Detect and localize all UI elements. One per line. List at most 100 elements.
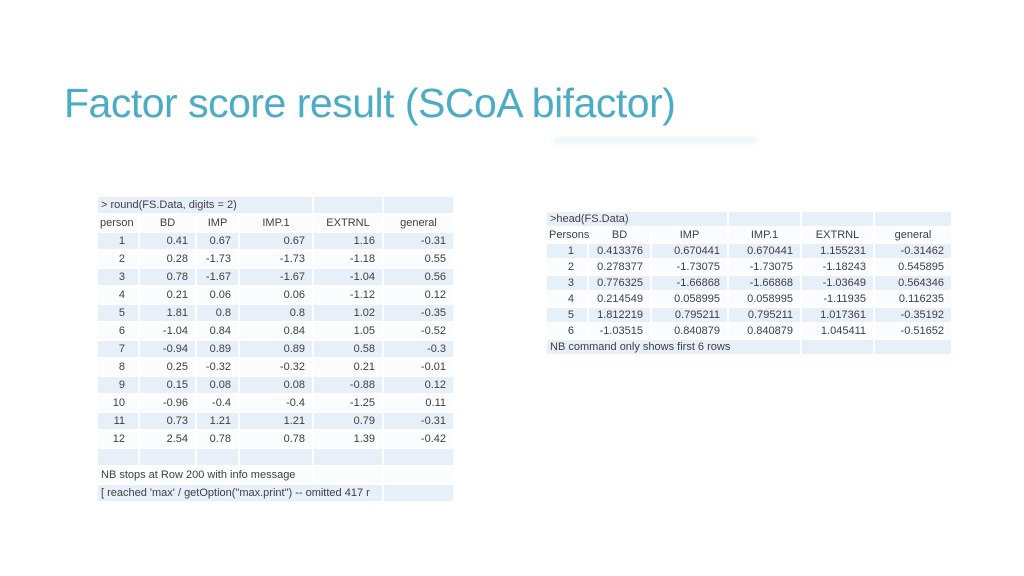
table-header-cell: BD <box>140 215 195 231</box>
command-cell: > round(FS.Data, digits = 2) <box>98 197 312 213</box>
table-cell: 0.78 <box>240 431 312 447</box>
table-cell: 0.84 <box>197 323 238 339</box>
table-cell: 0.79 <box>314 413 382 429</box>
table-cell: -0.42 <box>384 431 453 447</box>
row-index-cell: 1 <box>98 233 138 249</box>
table-cell: -1.73 <box>197 251 238 267</box>
row-index-cell: 8 <box>98 359 138 375</box>
table-cell: -0.88 <box>314 377 382 393</box>
table-cell: -1.18243 <box>802 260 873 274</box>
ghost-text-artifact <box>553 137 758 144</box>
table-cell: 0.116235 <box>875 292 951 306</box>
table-cell: -0.51652 <box>875 324 951 338</box>
note-cell: [ reached 'max' / getOption("max.print")… <box>98 485 382 501</box>
empty-cell <box>240 449 312 465</box>
table-cell: 0.08 <box>197 377 238 393</box>
table-cell: -1.25 <box>314 395 382 411</box>
empty-cell <box>197 449 238 465</box>
table-cell: -0.94 <box>140 341 195 357</box>
empty-cell <box>875 340 951 354</box>
table-cell: 0.28 <box>140 251 195 267</box>
table-cell: 0.56 <box>384 269 453 285</box>
table-cell: 0.413376 <box>589 244 650 258</box>
table-cell: 0.8 <box>240 305 312 321</box>
table-cell: -1.11935 <box>802 292 873 306</box>
table-cell: -1.12 <box>314 287 382 303</box>
table-cell: -0.35192 <box>875 308 951 322</box>
table-cell: 1.21 <box>240 413 312 429</box>
table-cell: 0.776325 <box>589 276 650 290</box>
table-cell: 0.840879 <box>729 324 800 338</box>
row-index-cell: 9 <box>98 377 138 393</box>
table-cell: 0.058995 <box>729 292 800 306</box>
table-cell: -0.96 <box>140 395 195 411</box>
table-cell: 1.812219 <box>589 308 650 322</box>
table-cell: 0.89 <box>197 341 238 357</box>
table-cell: 1.045411 <box>802 324 873 338</box>
table-cell: 0.41 <box>140 233 195 249</box>
table-cell: 1.21 <box>197 413 238 429</box>
table-cell: 0.84 <box>240 323 312 339</box>
table-cell: 0.214549 <box>589 292 650 306</box>
row-index-cell: 4 <box>98 287 138 303</box>
table-header-cell: general <box>384 215 453 231</box>
slide-title: Factor score result (SCoA bifactor) <box>64 80 676 126</box>
row-index-cell: 2 <box>547 260 587 274</box>
table-cell: 0.67 <box>240 233 312 249</box>
table-cell: -1.04 <box>140 323 195 339</box>
table-cell: 0.795211 <box>729 308 800 322</box>
table-cell: -1.03649 <box>802 276 873 290</box>
table-header-cell: EXTRNL <box>802 228 873 242</box>
table-header-cell: Persons <box>547 228 590 242</box>
table-cell: 0.67 <box>197 233 238 249</box>
empty-cell <box>729 212 800 226</box>
table-cell: -1.04 <box>314 269 382 285</box>
table-cell: 1.16 <box>314 233 382 249</box>
table-cell: 0.21 <box>314 359 382 375</box>
table-cell: 0.840879 <box>652 324 727 338</box>
table-cell: 0.15 <box>140 377 195 393</box>
table-header-cell: EXTRNL <box>314 215 382 231</box>
empty-cell <box>875 212 951 226</box>
table-cell: 0.670441 <box>652 244 727 258</box>
row-index-cell: 7 <box>98 341 138 357</box>
row-index-cell: 6 <box>547 324 587 338</box>
table-cell: 2.54 <box>140 431 195 447</box>
row-index-cell: 4 <box>547 292 587 306</box>
table-cell: -0.32 <box>197 359 238 375</box>
table-cell: -1.66868 <box>652 276 727 290</box>
table-cell: 0.73 <box>140 413 195 429</box>
table-cell: -1.73075 <box>652 260 727 274</box>
table-cell: -1.03515 <box>589 324 650 338</box>
table-cell: 0.06 <box>197 287 238 303</box>
table-cell: -0.4 <box>197 395 238 411</box>
row-index-cell: 5 <box>547 308 587 322</box>
table-cell: -1.73 <box>240 251 312 267</box>
empty-cell <box>314 449 382 465</box>
table-cell: 0.564346 <box>875 276 951 290</box>
table-cell: 0.11 <box>384 395 453 411</box>
empty-cell <box>314 197 382 213</box>
table-header-cell: IMP <box>197 215 238 231</box>
table-cell: 0.06 <box>240 287 312 303</box>
table-cell: -0.4 <box>240 395 312 411</box>
table-cell: 0.08 <box>240 377 312 393</box>
table-cell: 0.78 <box>197 431 238 447</box>
row-index-cell: 10 <box>98 395 138 411</box>
table-cell: 1.05 <box>314 323 382 339</box>
table-cell: -1.67 <box>240 269 312 285</box>
table-cell: 0.545895 <box>875 260 951 274</box>
right-r-output-table: >head(FS.Data) Persons BD IMP IMP.1 EXTRNL gen… <box>547 212 951 354</box>
table-header-cell: BD <box>589 228 650 242</box>
table-cell: 0.12 <box>384 287 453 303</box>
table-cell: 0.78 <box>140 269 195 285</box>
table-cell: 1.02 <box>314 305 382 321</box>
table-cell: 1.155231 <box>802 244 873 258</box>
table-cell: -0.31 <box>384 233 453 249</box>
table-cell: -1.66868 <box>729 276 800 290</box>
empty-cell <box>802 212 873 226</box>
table-cell: -0.3 <box>384 341 453 357</box>
table-cell: 0.25 <box>140 359 195 375</box>
table-cell: -1.67 <box>197 269 238 285</box>
